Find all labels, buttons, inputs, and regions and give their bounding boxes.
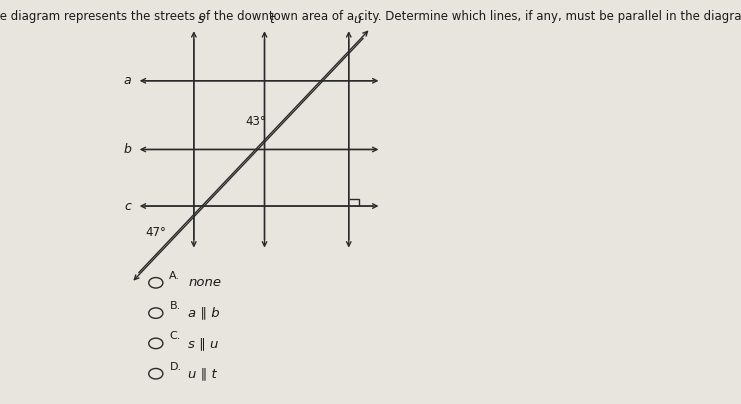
- Text: 47°: 47°: [145, 226, 166, 239]
- Text: a: a: [124, 74, 131, 87]
- Text: a ∥ b: a ∥ b: [188, 307, 220, 320]
- Text: c: c: [124, 200, 131, 213]
- Text: 43°: 43°: [245, 115, 266, 128]
- Text: t: t: [269, 13, 273, 26]
- Text: s ∥ u: s ∥ u: [188, 337, 219, 350]
- Text: s: s: [198, 13, 205, 26]
- Text: b: b: [124, 143, 131, 156]
- Text: u: u: [353, 13, 361, 26]
- Text: The diagram represents the streets of the downtown area of a city. Determine whi: The diagram represents the streets of th…: [0, 10, 741, 23]
- Text: A.: A.: [170, 271, 180, 281]
- Text: none: none: [188, 276, 222, 289]
- Text: B.: B.: [170, 301, 181, 311]
- Text: C.: C.: [170, 331, 181, 341]
- Text: u ∥ t: u ∥ t: [188, 367, 217, 380]
- Text: D.: D.: [170, 362, 182, 372]
